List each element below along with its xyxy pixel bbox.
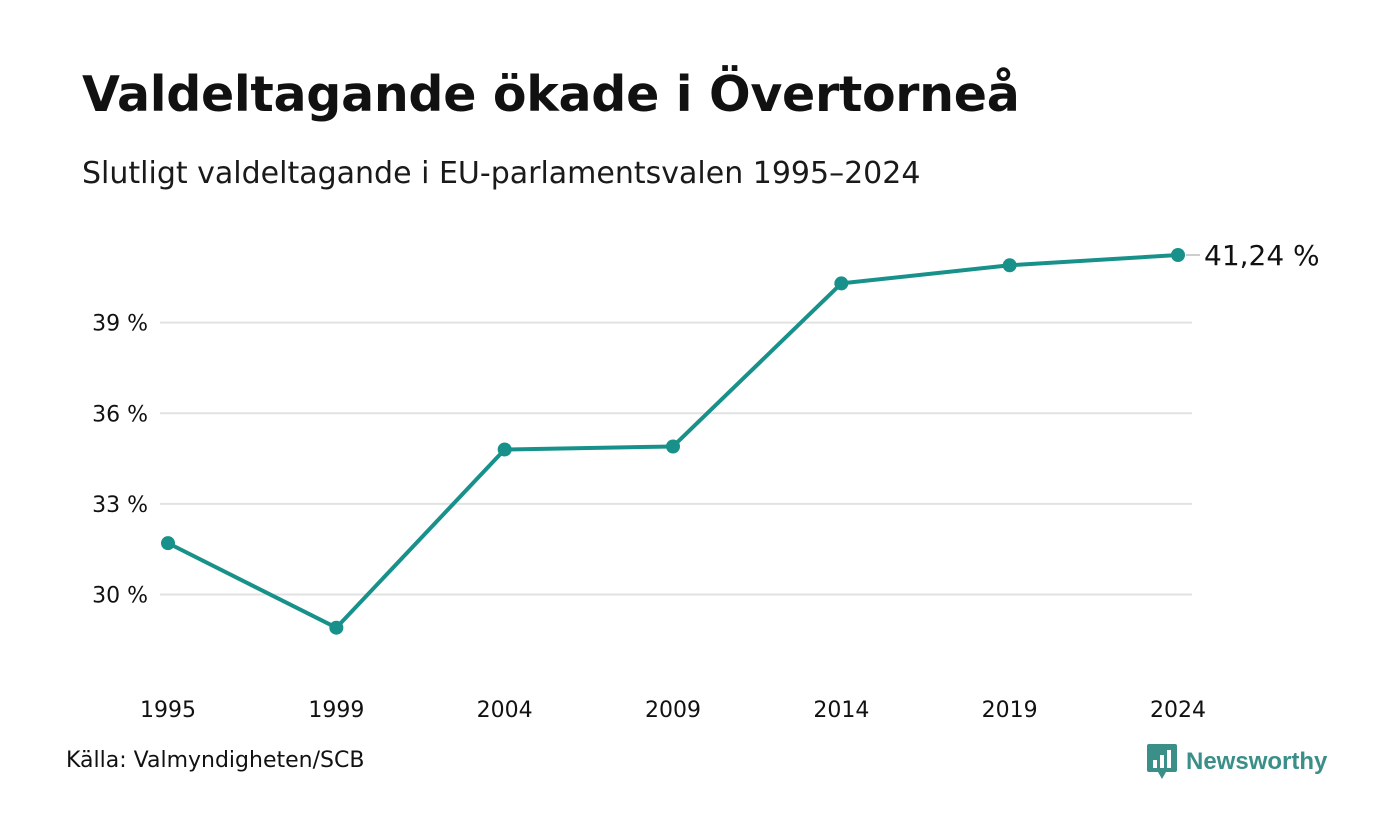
- data-point: [329, 620, 344, 635]
- x-tick-label: 2019: [982, 698, 1038, 723]
- x-tick-label: 2014: [813, 698, 869, 723]
- end-value-label: 41,24 %: [1204, 239, 1320, 272]
- data-point: [834, 276, 849, 291]
- x-tick-label: 1999: [308, 698, 364, 723]
- y-tick-label: 30 %: [92, 583, 148, 608]
- chart-title: Valdeltagande ökade i Övertorneå: [82, 66, 1020, 123]
- y-tick-label: 39 %: [92, 312, 148, 337]
- chart-subtitle: Slutligt valdeltagande i EU-parlamentsva…: [82, 156, 921, 191]
- x-tick-label: 2009: [645, 698, 701, 723]
- y-tick-label: 33 %: [92, 493, 148, 518]
- brand-name: Newsworthy: [1186, 748, 1328, 775]
- data-point: [1171, 247, 1185, 262]
- gridlines: [160, 321, 1192, 596]
- end-label-group: 41,24 %: [1186, 239, 1320, 272]
- x-tick-label: 2004: [477, 698, 533, 723]
- data-point: [1002, 258, 1017, 273]
- brand-logo: Newsworthy: [1146, 742, 1327, 782]
- bar-chart-bubble-icon: [1147, 744, 1177, 779]
- x-tick-label: 2024: [1150, 698, 1206, 723]
- data-point: [161, 536, 175, 551]
- data-point: [666, 439, 680, 454]
- data-points: [161, 247, 1185, 635]
- data-point: [497, 442, 512, 457]
- y-axis-tick-labels: 30 % 33 % 36 % 39 %: [92, 312, 148, 609]
- y-tick-label: 36 %: [92, 402, 148, 427]
- x-axis-tick-labels: 1995 1999 2004 2009 2014 2019 2024: [140, 698, 1206, 723]
- x-tick-label: 1995: [140, 698, 196, 723]
- source-note: Källa: Valmyndigheten/SCB: [66, 748, 365, 773]
